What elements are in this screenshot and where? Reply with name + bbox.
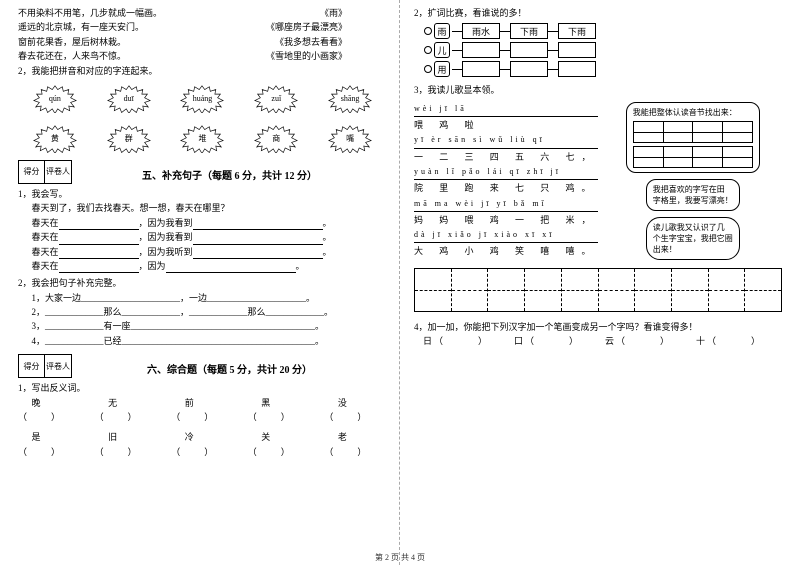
bubble3-text: 个生字宝宝，我把它圈	[653, 233, 733, 244]
r-q2: 2，扩词比赛，看谁说的多！	[414, 6, 782, 20]
bubble1-text: 我能把整体认读音节找出来：	[633, 107, 753, 118]
poem-lines: 不用染料不用笔，几步就成一幅画。 《雨》 遥远的北京城，有一座天安门。 《哪座房子最…	[18, 6, 387, 64]
grader-label: 评卷人	[45, 161, 71, 183]
pinyin-bubble: huáng	[179, 84, 225, 114]
char-bubble: 嘴	[327, 124, 373, 154]
score-label: 得分	[19, 161, 45, 183]
bubble3-text: 读儿歌我又认识了几	[653, 222, 733, 233]
bubble2-text: 字格里，我要写漂亮！	[653, 195, 733, 206]
bubble-2: 我把喜欢的字写在田 字格里，我要写漂亮！	[646, 179, 740, 211]
q2-prompt: 2，我能把拼音和对应的字连起来。	[18, 64, 387, 78]
poem-ref: 《雪地里的小画家》	[266, 49, 347, 63]
word-chains: 雨雨水下雨下雨儿用	[414, 23, 782, 77]
bubble3-text: 出来！	[653, 244, 733, 255]
section6-header: 得分 评卷人 六、综合题（每题 5 分，共计 20 分）	[18, 354, 387, 378]
answer-grid	[633, 146, 753, 168]
char-bubble: 群	[106, 124, 152, 154]
r-q4: 4，加一加，你能把下列汉字加一个笔画变成另一个字吗？看谁变得多！	[414, 320, 782, 334]
left-column: 不用染料不用笔，几步就成一幅画。 《雨》 遥远的北京城，有一座天安门。 《哪座房子最…	[0, 0, 400, 565]
q5-2-line: 4，_____________已经_______________________…	[18, 334, 387, 348]
section5-title: 五、补充句子（每题 6 分，共计 12 分）	[72, 167, 387, 184]
page-footer: 第 2 页 共 4 页	[0, 552, 800, 563]
score-box: 得分 评卷人	[18, 354, 72, 378]
song-text: wèi jī lā喂 鸡 啦yī èr sān sì wǔ liù qī一 二 …	[414, 102, 598, 260]
antonym-row: 是（ ）旧（ ）冷（ ）关（ ）老（ ）	[18, 430, 387, 459]
q5-1-intro: 春天到了，我们去找春天。想一想，春天在哪里？	[18, 201, 387, 215]
poem-ref: 《哪座房子最漂亮》	[266, 20, 347, 34]
grader-label: 评卷人	[45, 355, 71, 377]
q4-chars: 日（ ）口（ ）云（ ）十（ ）	[414, 334, 782, 348]
writing-grid	[414, 268, 782, 312]
section6-title: 六、综合题（每题 5 分，共计 20 分）	[72, 361, 387, 378]
score-box: 得分 评卷人	[18, 160, 72, 184]
score-label: 得分	[19, 355, 45, 377]
char-bubble: 黄	[32, 124, 78, 154]
right-column: 2，扩词比赛，看谁说的多！ 雨雨水下雨下雨儿用 3，我读儿歌显本领。 wèi j…	[400, 0, 800, 565]
pinyin-bubble: shāng	[327, 84, 373, 114]
q6-1: 1，写出反义词。	[18, 381, 387, 395]
pinyin-bubble: zuǐ	[253, 84, 299, 114]
bubble-1: 我能把整体认读音节找出来：	[626, 102, 760, 173]
q5-2-line: 1，大家一边______________________，一边_________…	[18, 291, 387, 305]
bubbles: 我能把整体认读音节找出来： 我把喜欢的字写在田 字格里，我要写漂亮！ 读儿歌我又…	[604, 102, 782, 260]
q5-2-line: 2，_____________那么_____________，_________…	[18, 305, 387, 319]
poem-text: 窗前花果香，屋后树林栽。	[18, 35, 126, 49]
poem-ref: 《我多想去看看》	[275, 35, 347, 49]
spring-lines: 春天在，因为我看到。春天在，因为我看到。春天在，因为我听到。春天在，因为。	[18, 216, 387, 274]
bubble-3: 读儿歌我又认识了几 个生字宝宝，我把它圈 出来！	[646, 217, 740, 260]
pinyin-row: qún duī huáng zuǐ shāng	[18, 84, 387, 114]
pinyin-bubble: duī	[106, 84, 152, 114]
char-bubble: 堆	[179, 124, 225, 154]
q5-2-line: 3，_____________有一座______________________…	[18, 319, 387, 333]
char-row: 黄 群 堆 商 嘴	[18, 124, 387, 154]
r-q3: 3，我读儿歌显本领。	[414, 83, 782, 97]
poem-ref: 《雨》	[320, 6, 347, 20]
q5-1: 1，我会写。	[18, 187, 387, 201]
antonym-row: 晚（ ）无（ ）前（ ）黑（ ）没（ ）	[18, 396, 387, 425]
poem-text: 春去花还在，人来鸟不惊。	[18, 49, 126, 63]
poem-text: 不用染料不用笔，几步就成一幅画。	[18, 6, 162, 20]
answer-grid	[633, 121, 753, 143]
pinyin-bubble: qún	[32, 84, 78, 114]
bubble2-text: 我把喜欢的字写在田	[653, 184, 733, 195]
song-area: wèi jī lā喂 鸡 啦yī èr sān sì wǔ liù qī一 二 …	[414, 102, 782, 260]
poem-text: 遥远的北京城，有一座天安门。	[18, 20, 144, 34]
char-bubble: 商	[253, 124, 299, 154]
q5-2: 2，我会把句子补充完整。	[18, 276, 387, 290]
section5-header: 得分 评卷人 五、补充句子（每题 6 分，共计 12 分）	[18, 160, 387, 184]
